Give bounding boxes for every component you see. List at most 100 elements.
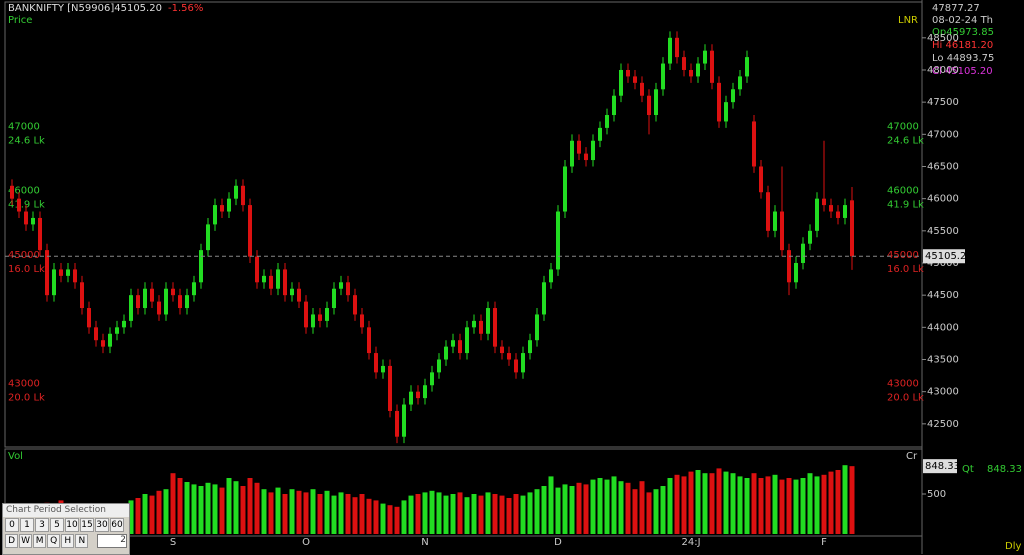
level-value: 45000 bbox=[8, 250, 40, 261]
volume-bar bbox=[191, 484, 197, 534]
candle-body bbox=[45, 250, 49, 296]
volume-bar bbox=[485, 492, 491, 534]
candle-body bbox=[38, 217, 42, 251]
candle-body bbox=[528, 340, 532, 354]
volume-bar bbox=[569, 486, 575, 534]
period-button[interactable]: W bbox=[19, 534, 33, 548]
candle-body bbox=[843, 205, 847, 218]
candle-body bbox=[850, 200, 854, 257]
volume-bar bbox=[366, 498, 372, 534]
x-tick-label: D bbox=[554, 537, 562, 548]
volume-bar bbox=[828, 471, 834, 534]
volume-bar bbox=[625, 482, 631, 534]
candle-body bbox=[682, 57, 686, 70]
candle-body bbox=[311, 314, 315, 328]
period-button[interactable]: 30 bbox=[95, 518, 109, 532]
period-button[interactable]: 0 bbox=[5, 518, 19, 532]
volume-bar bbox=[142, 494, 148, 534]
candle-body bbox=[535, 314, 539, 341]
candle-body bbox=[108, 333, 112, 347]
volume-bar bbox=[471, 494, 477, 534]
period-button[interactable]: Q bbox=[47, 534, 61, 548]
candle-body bbox=[304, 301, 308, 328]
y-tick-label: 45000 bbox=[927, 258, 959, 269]
candle-body bbox=[493, 308, 497, 347]
x-tick-label: O bbox=[302, 537, 310, 548]
volume-bar bbox=[765, 476, 771, 534]
volume-bar bbox=[408, 495, 414, 534]
y-tick-label: 500 bbox=[927, 489, 946, 500]
candle-body bbox=[346, 282, 350, 296]
volume-bar bbox=[513, 494, 519, 534]
y-tick-label: 44500 bbox=[927, 290, 959, 301]
volume-title: Vol bbox=[8, 451, 23, 462]
period-button[interactable]: 3 bbox=[35, 518, 49, 532]
period-row: 0 1 3 5 10 15 30 60 bbox=[3, 517, 129, 533]
period-button[interactable]: D bbox=[5, 534, 19, 548]
volume-bar bbox=[128, 500, 134, 534]
candle-body bbox=[752, 121, 756, 167]
candle-body bbox=[164, 288, 168, 315]
volume-bar bbox=[324, 490, 330, 534]
period-button[interactable]: M bbox=[33, 534, 47, 548]
candle-body bbox=[150, 288, 154, 302]
candle-body bbox=[626, 69, 630, 77]
volume-bar bbox=[156, 490, 162, 534]
level-value: 46000 bbox=[887, 186, 919, 197]
volume-bar bbox=[331, 495, 337, 534]
candle-body bbox=[486, 308, 490, 334]
candle-body bbox=[458, 340, 462, 354]
candle-body bbox=[325, 308, 329, 321]
candle-body bbox=[640, 82, 644, 96]
period-button[interactable]: 5 bbox=[50, 518, 64, 532]
y-tick-label: 44000 bbox=[927, 322, 959, 333]
candle-body bbox=[577, 140, 581, 154]
volume-bar bbox=[373, 500, 379, 534]
candle-body bbox=[227, 198, 231, 212]
volume-bar bbox=[716, 468, 722, 534]
candle-body bbox=[773, 211, 777, 231]
volume-bar bbox=[352, 497, 358, 534]
volume-bar bbox=[583, 484, 589, 534]
volume-bar bbox=[345, 494, 351, 534]
volume-bar bbox=[429, 490, 435, 534]
period-panel-title: Chart Period Selection bbox=[3, 504, 129, 517]
volume-bar bbox=[849, 466, 855, 534]
period-input[interactable]: 2 bbox=[97, 534, 128, 548]
volume-bar bbox=[261, 489, 267, 534]
period-button[interactable]: 60 bbox=[110, 518, 124, 532]
y-tick-label: 48500 bbox=[927, 33, 959, 44]
period-button[interactable]: 1 bbox=[20, 518, 34, 532]
volume-bar bbox=[240, 486, 246, 534]
candle-body bbox=[703, 50, 707, 64]
candle-body bbox=[374, 353, 378, 373]
candle-body bbox=[724, 102, 728, 122]
level-sub: 41.9 Lk bbox=[8, 200, 45, 211]
candle-body bbox=[479, 320, 483, 334]
volume-bar bbox=[184, 482, 190, 534]
volume-bar bbox=[422, 492, 428, 534]
candle-body bbox=[66, 269, 70, 276]
candle-body bbox=[647, 95, 651, 116]
period-button[interactable]: N bbox=[75, 534, 89, 548]
period-button[interactable]: 10 bbox=[65, 518, 79, 532]
volume-corner: Cr bbox=[906, 451, 918, 462]
volume-bar bbox=[723, 471, 729, 534]
candle-body bbox=[815, 198, 819, 231]
candle-body bbox=[612, 95, 616, 116]
candle-body bbox=[59, 269, 63, 276]
volume-bar bbox=[338, 492, 344, 534]
change: -1.56% bbox=[168, 3, 203, 14]
volume-bar bbox=[800, 478, 806, 534]
volume-bar bbox=[394, 506, 400, 534]
period-button[interactable]: H bbox=[61, 534, 75, 548]
candle-body bbox=[213, 205, 217, 225]
volume-bar bbox=[478, 495, 484, 534]
candle-body bbox=[598, 127, 602, 141]
candle-body bbox=[465, 327, 469, 354]
period-button[interactable]: 15 bbox=[80, 518, 94, 532]
candle-body bbox=[787, 250, 791, 283]
candle-body bbox=[605, 115, 609, 128]
candle-body bbox=[829, 205, 833, 212]
volume-bar bbox=[695, 470, 701, 534]
